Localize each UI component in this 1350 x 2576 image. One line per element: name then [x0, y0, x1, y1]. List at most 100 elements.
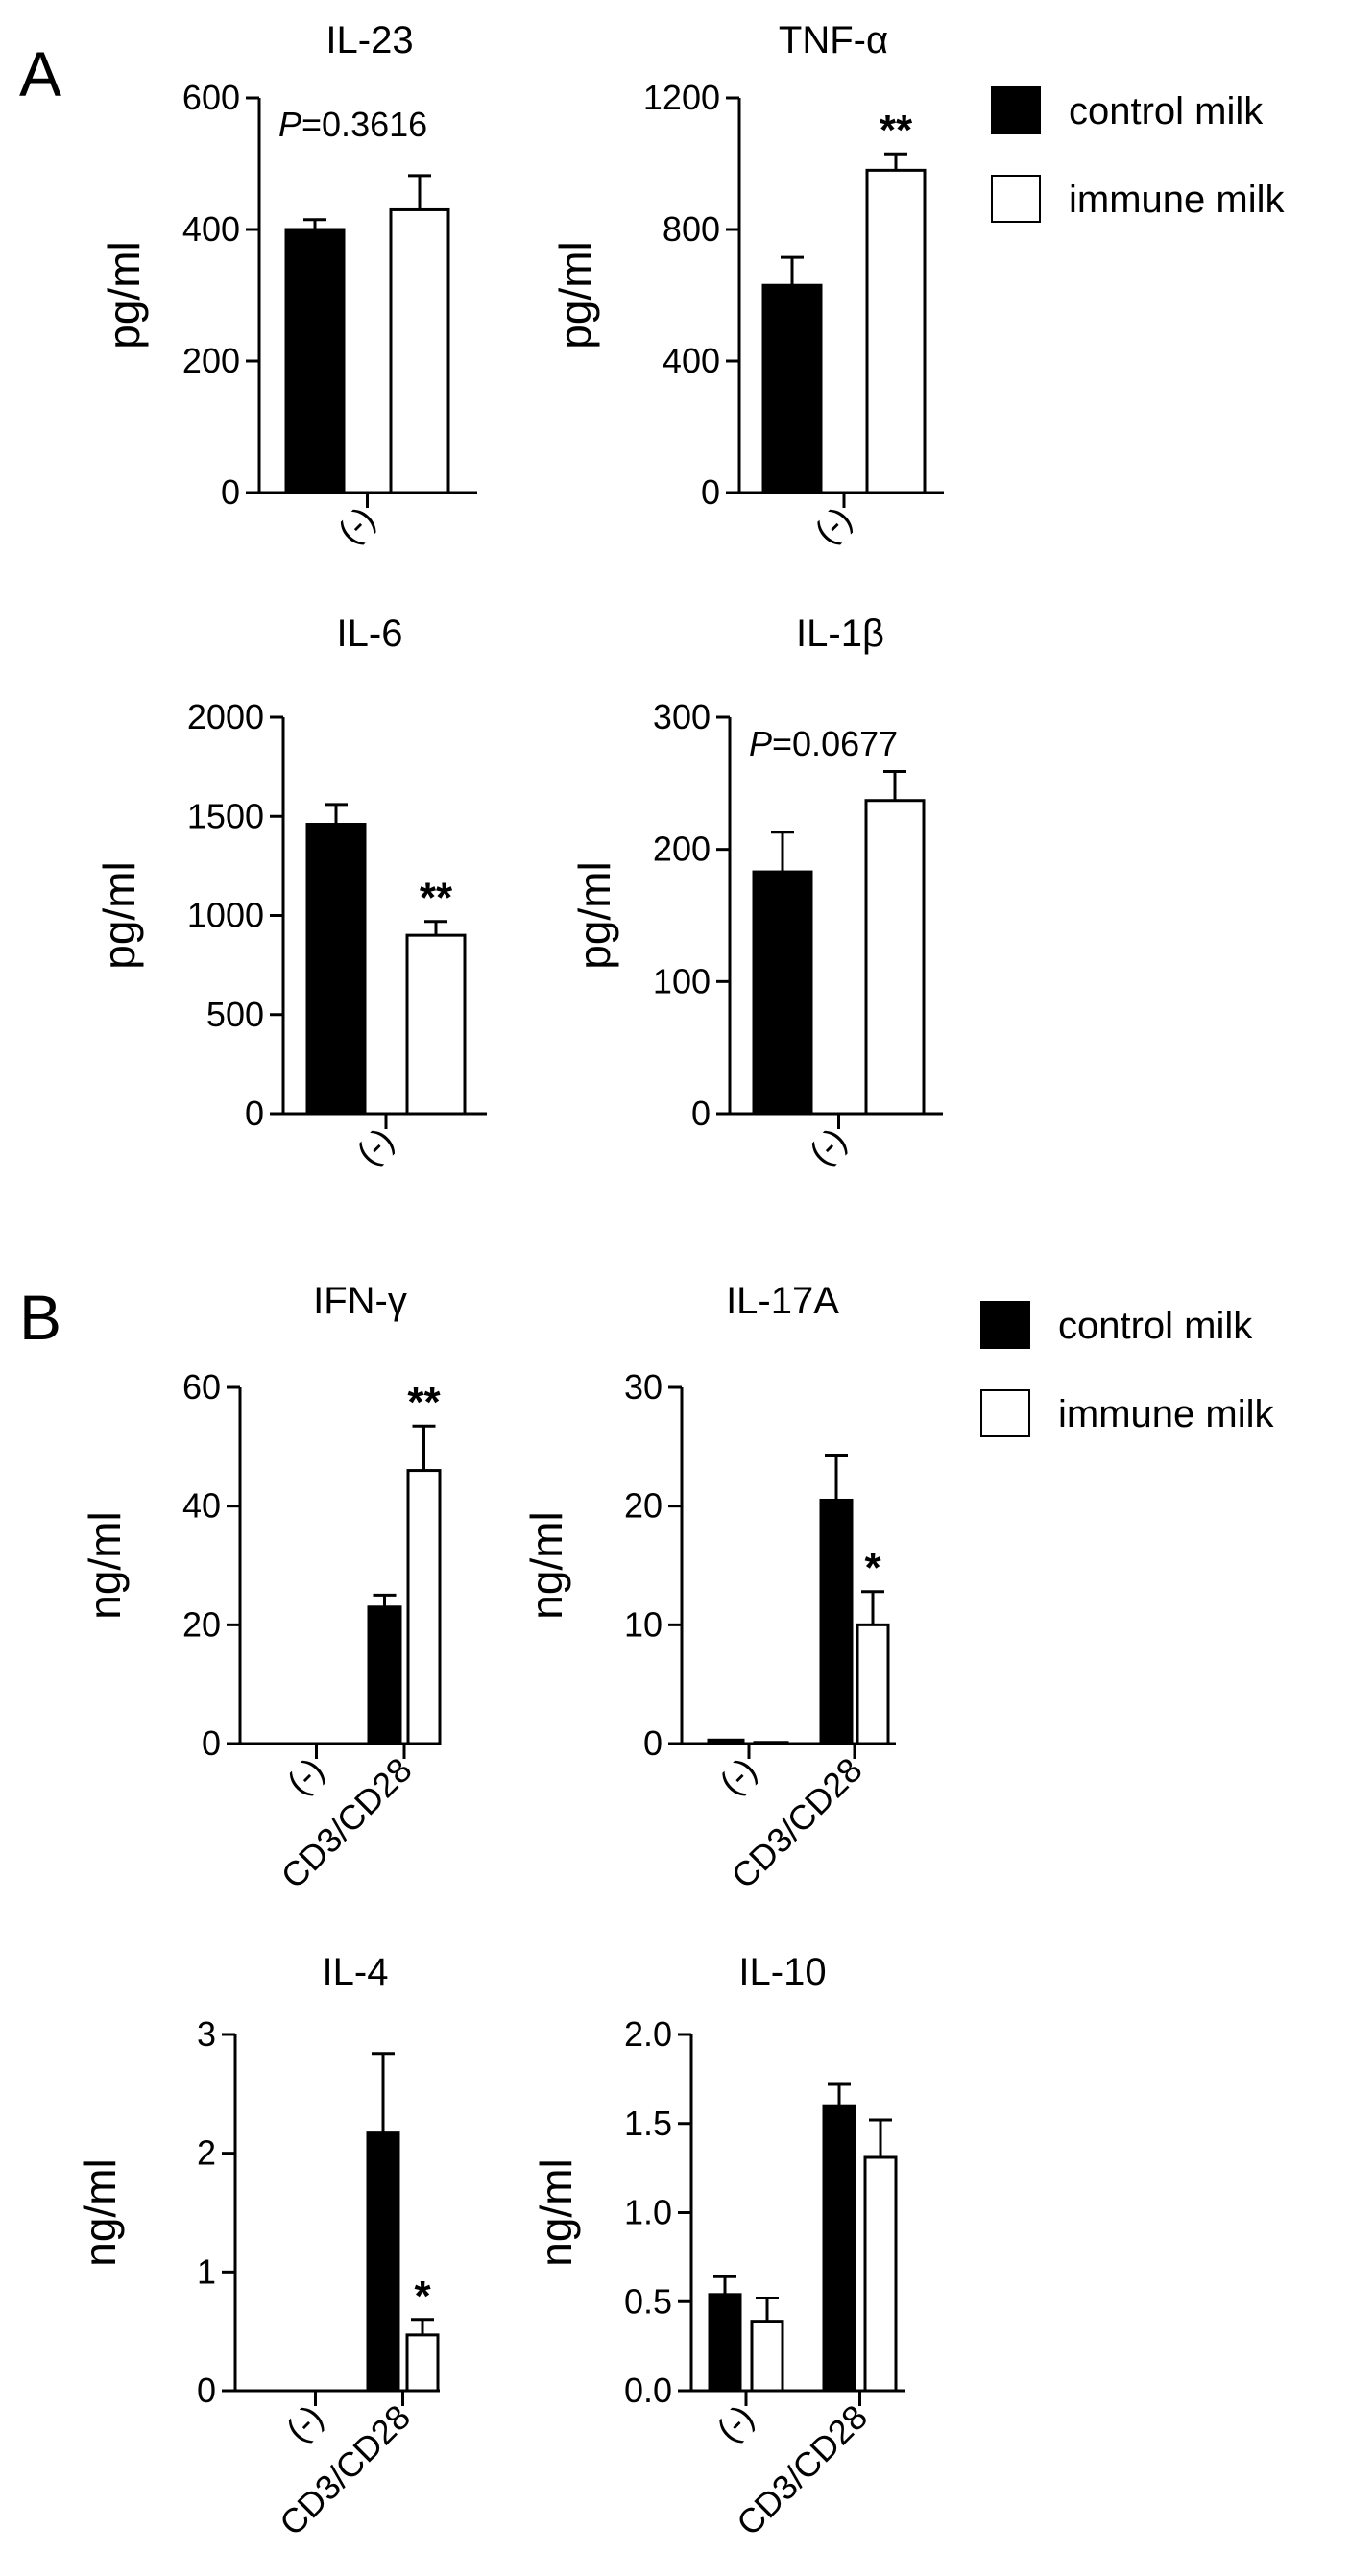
- bar-control: [708, 2293, 742, 2393]
- x-tick-label: (-): [711, 1750, 763, 1802]
- y-axis-label: pg/ml: [569, 861, 619, 969]
- bar-control: [284, 228, 346, 494]
- y-tick-label: 200: [653, 830, 711, 869]
- y-tick-label: 500: [206, 995, 264, 1034]
- chart-title: IL-4: [323, 1951, 389, 1993]
- p-value-italic: P: [749, 724, 772, 763]
- x-tick-label: (-): [807, 499, 858, 551]
- legend-swatch-control: [980, 1301, 1030, 1349]
- y-tick-label: 0: [643, 1723, 663, 1763]
- legend-label: immune milk: [1069, 179, 1285, 221]
- y-tick-label: 1500: [187, 796, 264, 835]
- y-tick-label: 30: [624, 1367, 663, 1407]
- chart-title: IL-23: [325, 19, 413, 61]
- y-tick-label: 200: [182, 341, 240, 380]
- y-tick-label: 2: [197, 2133, 216, 2173]
- y-tick-label: 0: [691, 1094, 711, 1133]
- bar-immune: [864, 799, 926, 1116]
- y-tick-label: 0: [197, 2371, 216, 2410]
- y-tick-label: 40: [182, 1486, 221, 1526]
- x-tick-label: (-): [709, 2397, 760, 2449]
- bar-control: [822, 2104, 856, 2393]
- x-tick-label: (-): [330, 499, 382, 551]
- y-tick-label: 60: [182, 1367, 221, 1407]
- y-tick-label: 1.0: [624, 2193, 672, 2232]
- bar-immune: [406, 1469, 442, 1745]
- y-axis-label: ng/ml: [521, 1511, 571, 1619]
- chart-title: IL-6: [337, 613, 403, 655]
- legend-swatch-control: [991, 86, 1041, 134]
- y-tick-label: 600: [182, 78, 240, 117]
- y-tick-label: 2.0: [624, 2014, 672, 2054]
- y-tick-label: 3: [197, 2014, 216, 2054]
- bar-immune: [865, 168, 927, 494]
- legend: control milk immune milk: [991, 86, 1285, 223]
- bar-immune: [750, 2320, 784, 2393]
- significance-mark: *: [414, 2273, 431, 2320]
- chart-title: IL-1β: [796, 613, 884, 655]
- bar-control: [305, 823, 367, 1116]
- y-tick-label: 1000: [187, 896, 264, 935]
- y-tick-label: 10: [624, 1604, 663, 1644]
- x-tick-label: (-): [279, 1750, 331, 1802]
- bar-immune: [389, 207, 450, 494]
- chart-il-23: IL-23 0 200 400 600 pg/ml (-) P=0.3616: [99, 19, 477, 551]
- y-tick-label: 100: [653, 961, 711, 1000]
- x-tick-label: (-): [278, 2397, 330, 2449]
- p-value-text: =0.0677: [772, 724, 898, 763]
- bar-control: [761, 283, 823, 494]
- significance-mark: **: [420, 875, 453, 922]
- y-tick-label: 0: [701, 472, 720, 512]
- y-tick-label: 20: [182, 1604, 221, 1644]
- y-tick-label: 400: [182, 209, 240, 249]
- y-axis-label: ng/ml: [80, 1511, 130, 1619]
- y-tick-label: 1.5: [624, 2104, 672, 2143]
- y-axis-label: pg/ml: [550, 241, 600, 349]
- x-tick-label: (-): [349, 1120, 400, 1172]
- bar-control: [366, 2131, 400, 2393]
- bar-immune: [753, 1741, 789, 1745]
- y-tick-label: 0: [221, 472, 240, 512]
- y-tick-label: 400: [663, 341, 720, 380]
- bar-immune: [856, 1623, 890, 1745]
- p-value-annotation: P=0.0677: [749, 724, 898, 763]
- significance-mark: **: [407, 1379, 441, 1426]
- y-tick-label: 800: [663, 209, 720, 249]
- y-tick-label: 0.5: [624, 2281, 672, 2321]
- bar-control: [819, 1498, 854, 1745]
- chart-il-6: IL-6 0 500 1000 1500 2000 pg/ml (-) **: [94, 613, 487, 1172]
- y-axis-label: ng/ml: [531, 2158, 581, 2266]
- bar-immune: [863, 2155, 898, 2393]
- legend-swatch-immune: [991, 175, 1041, 223]
- legend-label: immune milk: [1058, 1393, 1274, 1435]
- x-tick-label: (-): [802, 1120, 854, 1172]
- bar-control: [707, 1738, 745, 1745]
- chart-title: IFN-γ: [313, 1280, 407, 1322]
- bar-immune: [405, 933, 467, 1116]
- y-tick-label: 0: [245, 1094, 264, 1133]
- chart-il-10: IL-100.00.51.01.52.0ng/ml(-)CD3/CD28: [531, 1951, 905, 2543]
- y-tick-label: 1200: [643, 78, 720, 117]
- significance-mark: **: [880, 107, 913, 154]
- y-tick-label: 2000: [187, 697, 264, 736]
- chart-title: IL-17A: [726, 1280, 839, 1322]
- chart-tnf-: TNF-α 0 400 800 1200 pg/ml (-) **: [550, 19, 944, 551]
- p-value-text: =0.3616: [301, 105, 427, 144]
- panel-letter: A: [19, 38, 61, 109]
- legend: control milk immune milk: [980, 1301, 1274, 1437]
- y-tick-label: 0: [202, 1723, 221, 1763]
- chart-title: IL-10: [738, 1951, 826, 1993]
- chart-il-1-: IL-1β 0 100 200 300 pg/ml (-) P=0.0677: [569, 613, 943, 1172]
- legend-label: control milk: [1058, 1305, 1253, 1347]
- bar-control: [367, 1605, 402, 1745]
- panel-letter: B: [19, 1282, 61, 1353]
- bar-immune: [405, 2333, 440, 2393]
- p-value-annotation: P=0.3616: [278, 105, 427, 144]
- legend-swatch-immune: [980, 1389, 1030, 1437]
- y-axis-label: pg/ml: [99, 241, 149, 349]
